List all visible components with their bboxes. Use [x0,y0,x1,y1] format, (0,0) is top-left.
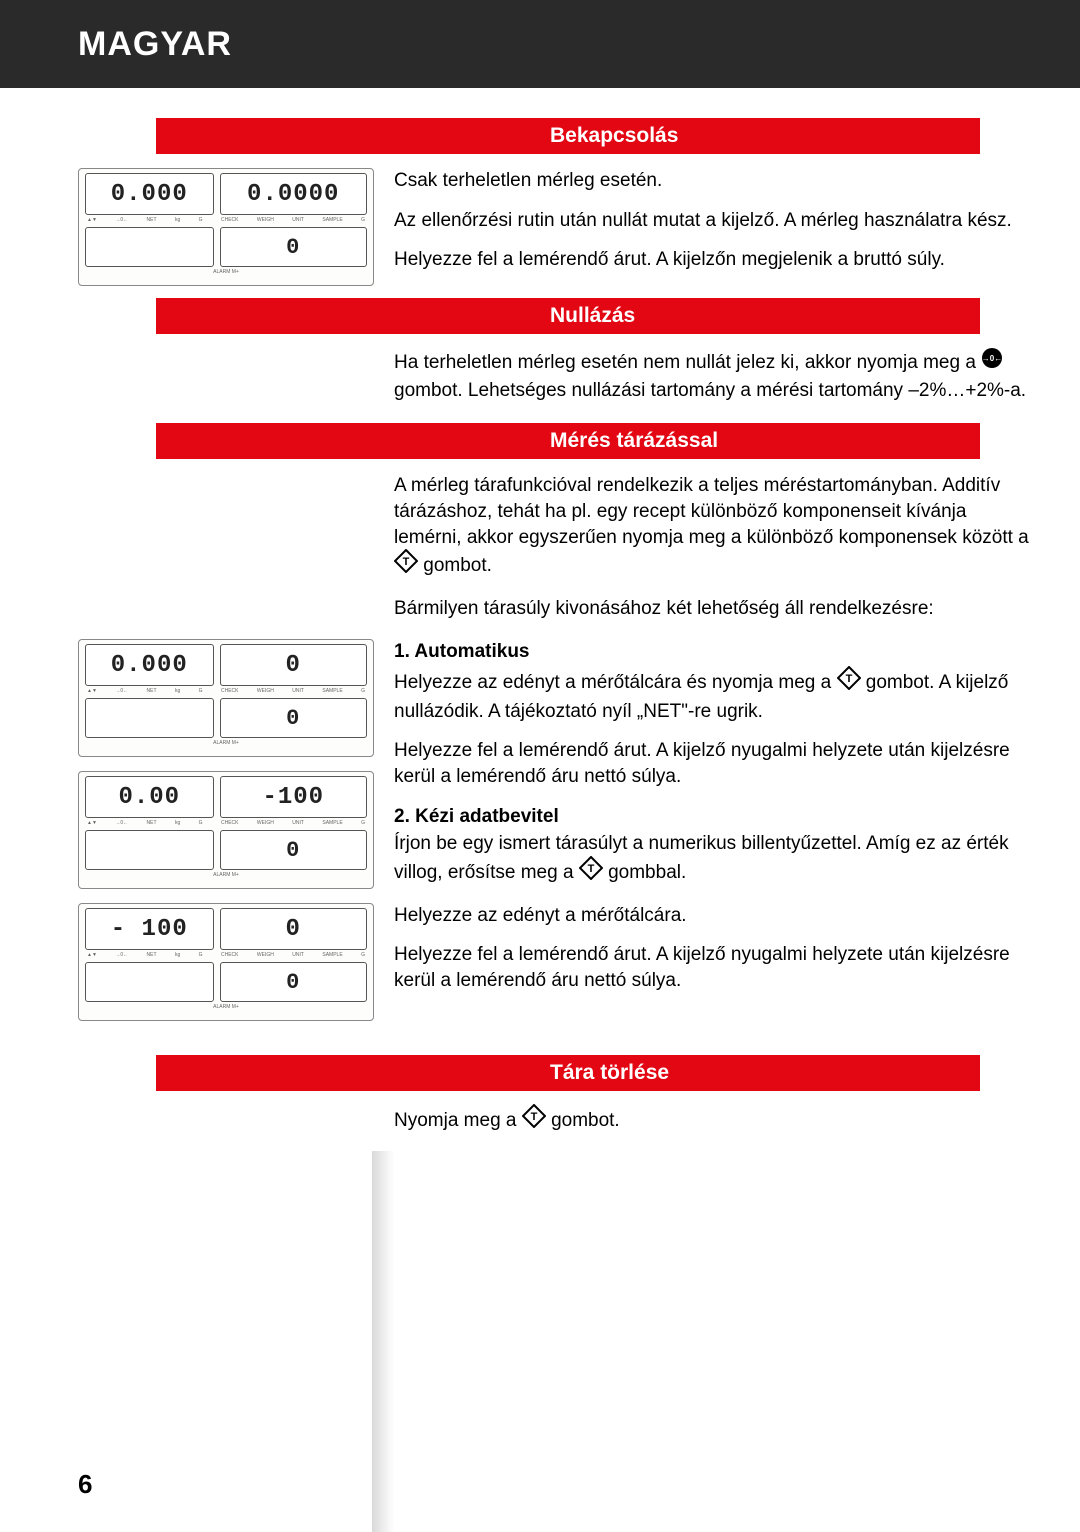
lcd-value: 0 [220,227,367,267]
lcd-value: -100 [220,776,367,818]
svg-text:→0←: →0← [982,354,1002,363]
lcd-label-row: ▲▼ →0← NET kg G CHECK WEIGH UNIT SAMPLE … [85,688,367,694]
paragraph: Az ellenőrzési rutin után nullát mutat a… [394,208,1030,234]
svg-text:T: T [587,863,594,875]
tare-button-icon: T [394,549,418,581]
paragraph: Helyezze fel a lemérendő árut. A kijelző… [394,942,1030,993]
paragraph: Helyezze az edényt a mérőtálcára. [394,903,1030,929]
lcd-value: 0.00 [85,776,214,818]
lcd-display-2: 0.000 0 ▲▼ →0← NET kg G CHECK WEIGH UNIT… [78,639,374,757]
lcd-value: 0 [220,698,367,738]
section-title: Nullázás [550,304,635,328]
paragraph: Csak terheletlen mérleg esetén. [394,168,1030,194]
paragraph: Helyezze fel a lemérendő árut. A kijelző… [394,738,1030,789]
illustration-col-2: 0.000 0 ▲▼ →0← NET kg G CHECK WEIGH UNIT… [78,639,394,1027]
svg-text:T: T [845,673,852,685]
section-title: Mérés tárázással [550,429,718,453]
language-banner: MAGYAR [0,0,1080,88]
lcd-display-3: 0.00 -100 ▲▼ →0← NET kg G CHECK WEIGH UN… [78,771,374,889]
paragraph: Írjon be egy ismert tárasúlyt a numeriku… [394,831,1030,888]
lcd-value: 0 [220,830,367,870]
text-col-1: Csak terheletlen mérleg esetén. Az ellen… [394,168,1030,292]
lcd-label-row: ▲▼ →0← NET kg G CHECK WEIGH UNIT SAMPLE … [85,952,367,958]
text-col-2: Ha terheletlen mérleg esetén nem nullát … [394,348,1030,417]
language-title: MAGYAR [78,25,232,64]
paragraph: Nyomja meg a T gombot. [394,1105,1030,1137]
lcd-value-blank [85,962,214,1002]
zero-button-icon: →0← [981,347,1003,377]
lcd-bottom-label: ALARM M+ [85,740,367,746]
svg-text:T: T [403,556,410,568]
text-col-3b: 1. Automatikus Helyezze az edényt a mérő… [394,639,1030,1027]
paragraph: Helyezze az edényt a mérőtálcára és nyom… [394,667,1030,724]
section-header-tara-torlese: Tára törlése [156,1055,980,1091]
page-number: 6 [78,1469,92,1500]
lcd-value: 0 [220,962,367,1002]
section-title: Tára törlése [550,1061,669,1085]
section-header-meres: Mérés tárázással [156,423,980,459]
svg-text:T: T [530,1111,537,1123]
lcd-value-blank [85,830,214,870]
text-col-3a: A mérleg tárafunkcióval rendelkezik a te… [394,473,1030,635]
lcd-display-1: 0.000 0.0000 ▲▼ →0← NET kg G CHECK WEIGH… [78,168,374,286]
lcd-label-row: ▲▼ →0← NET kg G CHECK WEIGH UNIT SAMPLE … [85,820,367,826]
section-title: Bekapcsolás [550,124,678,148]
lcd-value: 0.0000 [220,173,367,215]
lcd-bottom-label: ALARM M+ [85,872,367,878]
lcd-value: 0.000 [85,173,214,215]
sub-heading: 2. Kézi adatbevitel [394,804,1030,830]
paragraph: Bármilyen tárasúly kivonásához két lehet… [394,596,1030,622]
lcd-value-blank [85,698,214,738]
paragraph: Ha terheletlen mérleg esetén nem nullát … [394,348,1030,403]
paragraph: A mérleg tárafunkcióval rendelkezik a te… [394,473,1030,582]
tare-button-icon: T [837,666,861,698]
paragraph: Helyezze fel a lemérendő árut. A kijelző… [394,247,1030,273]
lcd-display-4: - 100 0 ▲▼ →0← NET kg G CHECK WEIGH UNIT… [78,903,374,1021]
text-col-4: Nyomja meg a T gombot. [394,1105,1030,1151]
lcd-value: 0 [220,644,367,686]
lcd-value-blank [85,227,214,267]
lcd-label-row: ▲▼ →0← NET kg G CHECK WEIGH UNIT SAMPLE … [85,217,367,223]
tare-button-icon: T [579,856,603,888]
lcd-value: - 100 [85,908,214,950]
lcd-bottom-label: ALARM M+ [85,1004,367,1010]
tare-button-icon: T [522,1104,546,1136]
lcd-value: 0 [220,908,367,950]
section-header-nullazas: Nullázás [156,298,980,334]
page-content: Bekapcsolás 0.000 0.0000 ▲▼ →0← NET kg G… [0,88,1080,1151]
illustration-col-1: 0.000 0.0000 ▲▼ →0← NET kg G CHECK WEIGH… [78,168,394,292]
section-header-bekapcsolas: Bekapcsolás [156,118,980,154]
sub-heading: 1. Automatikus [394,639,1030,665]
lcd-bottom-label: ALARM M+ [85,269,367,275]
lcd-value: 0.000 [85,644,214,686]
